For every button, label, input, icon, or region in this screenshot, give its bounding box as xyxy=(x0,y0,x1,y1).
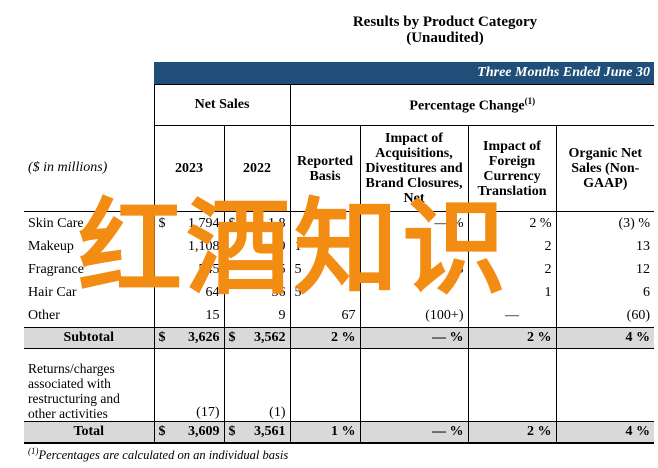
value-2022: 5 xyxy=(223,258,291,281)
value-2022: $1,8 xyxy=(223,211,291,235)
subtotal-2023: $3,626 xyxy=(153,327,224,349)
value-2022: 56 xyxy=(223,281,291,304)
subtotal-fx: 2 % xyxy=(467,327,556,349)
total-reported: 1 % xyxy=(290,421,360,444)
col-reported: Reported Basis xyxy=(290,125,360,212)
value-2022: 9 xyxy=(223,304,291,328)
col-2023: 2023 xyxy=(153,125,224,212)
total-row: Total $3,609 $3,561 1 % — % 2 % 4 % xyxy=(24,421,654,444)
value-acquisitions xyxy=(359,235,468,258)
period-banner: Three Months Ended June 30 xyxy=(154,62,654,85)
subtotal-row: Subtotal $3,626 $3,562 2 % — % 2 % 4 % xyxy=(24,327,654,349)
col-fx: Impact of Foreign Currency Translation xyxy=(467,125,556,212)
row-label: Other xyxy=(28,307,60,323)
value-organic: 6 xyxy=(555,281,654,304)
subtotal-organic: 4 % xyxy=(555,327,654,349)
returns-label: Returns/charges associated with restruct… xyxy=(28,361,120,421)
value-2023: 1,108 xyxy=(153,235,224,258)
table-row: Skin Care $1,794 $1,8 ( — % 2 % (3) % xyxy=(24,211,654,235)
total-acquisitions: — % xyxy=(359,421,468,444)
value-reported: 67 xyxy=(341,307,356,323)
value-acquisitions xyxy=(359,281,468,304)
value-fx: 2 xyxy=(467,258,556,281)
value-2023: 64 xyxy=(153,281,224,304)
value-organic: (60) xyxy=(555,304,654,328)
report-subtitle: (Unaudited) xyxy=(406,30,484,46)
table-row: Hair Car 64 56 5 1 6 xyxy=(24,281,654,304)
total-2022: $3,561 xyxy=(223,421,291,444)
value-reported: 1 xyxy=(294,238,302,254)
value-fx: 2 % xyxy=(467,211,556,235)
value-acquisitions: — % xyxy=(359,211,468,235)
value-fx: 2 xyxy=(467,235,556,258)
units-label: ($ in millions) xyxy=(28,160,108,176)
value-acquisitions: 5 xyxy=(359,258,468,281)
subtotal-acquisitions: — % xyxy=(359,327,468,349)
blank-corner xyxy=(24,62,154,85)
returns-2022: (1) xyxy=(223,348,291,422)
total-label: Total xyxy=(24,421,154,444)
returns-row: Returns/charges associated with restruct… xyxy=(24,348,654,422)
subtotal-2022: $3,562 xyxy=(223,327,291,349)
subtotal-reported: 2 % xyxy=(290,327,360,349)
value-reported: 5 xyxy=(294,284,302,300)
value-2023: 545 xyxy=(153,258,224,281)
value-2023: $1,794 xyxy=(153,211,224,235)
total-fx: 2 % xyxy=(467,421,556,444)
footnote: (1)Percentages are calculated on an indi… xyxy=(28,446,289,463)
total-2023: $3,609 xyxy=(153,421,224,444)
value-reported: ( xyxy=(290,211,360,235)
value-reported: 5 xyxy=(294,261,302,277)
net-sales-header: Net Sales xyxy=(153,84,291,126)
col-acquisitions: Impact of Acquisitions, Divestitures and… xyxy=(359,125,468,212)
report-title: Results by Product Category xyxy=(352,14,538,30)
table-row: Fragrance 545 5 5 5 2 12 xyxy=(24,258,654,281)
row-label: Makeup xyxy=(28,238,74,254)
returns-2023: (17) xyxy=(153,348,224,422)
row-label: Fragrance xyxy=(28,261,84,277)
percentage-change-header: Percentage Change(1) xyxy=(290,84,654,126)
results-table: Three Months Ended June 30 Net Sales Per… xyxy=(24,62,654,444)
col-organic: Organic Net Sales (Non-GAAP) xyxy=(555,125,654,212)
table-row: Other 15 9 67 (100+) — (60) xyxy=(24,304,654,328)
value-2023: 15 xyxy=(153,304,224,328)
value-organic: 13 xyxy=(555,235,654,258)
row-label: Skin Care xyxy=(24,211,154,235)
value-fx: — xyxy=(467,304,556,328)
value-acquisitions: (100+) xyxy=(359,304,468,328)
value-2022: 9 xyxy=(223,235,291,258)
col-2022: 2022 xyxy=(223,125,291,212)
subtotal-label: Subtotal xyxy=(24,327,154,349)
total-organic: 4 % xyxy=(555,421,654,444)
row-label: Hair Car xyxy=(28,284,77,300)
table-row: Makeup 1,108 9 1 2 13 xyxy=(24,235,654,258)
value-organic: 12 xyxy=(555,258,654,281)
value-organic: (3) % xyxy=(555,211,654,235)
value-fx: 1 xyxy=(467,281,556,304)
watermark-text: 红酒知识 xyxy=(78,187,511,309)
